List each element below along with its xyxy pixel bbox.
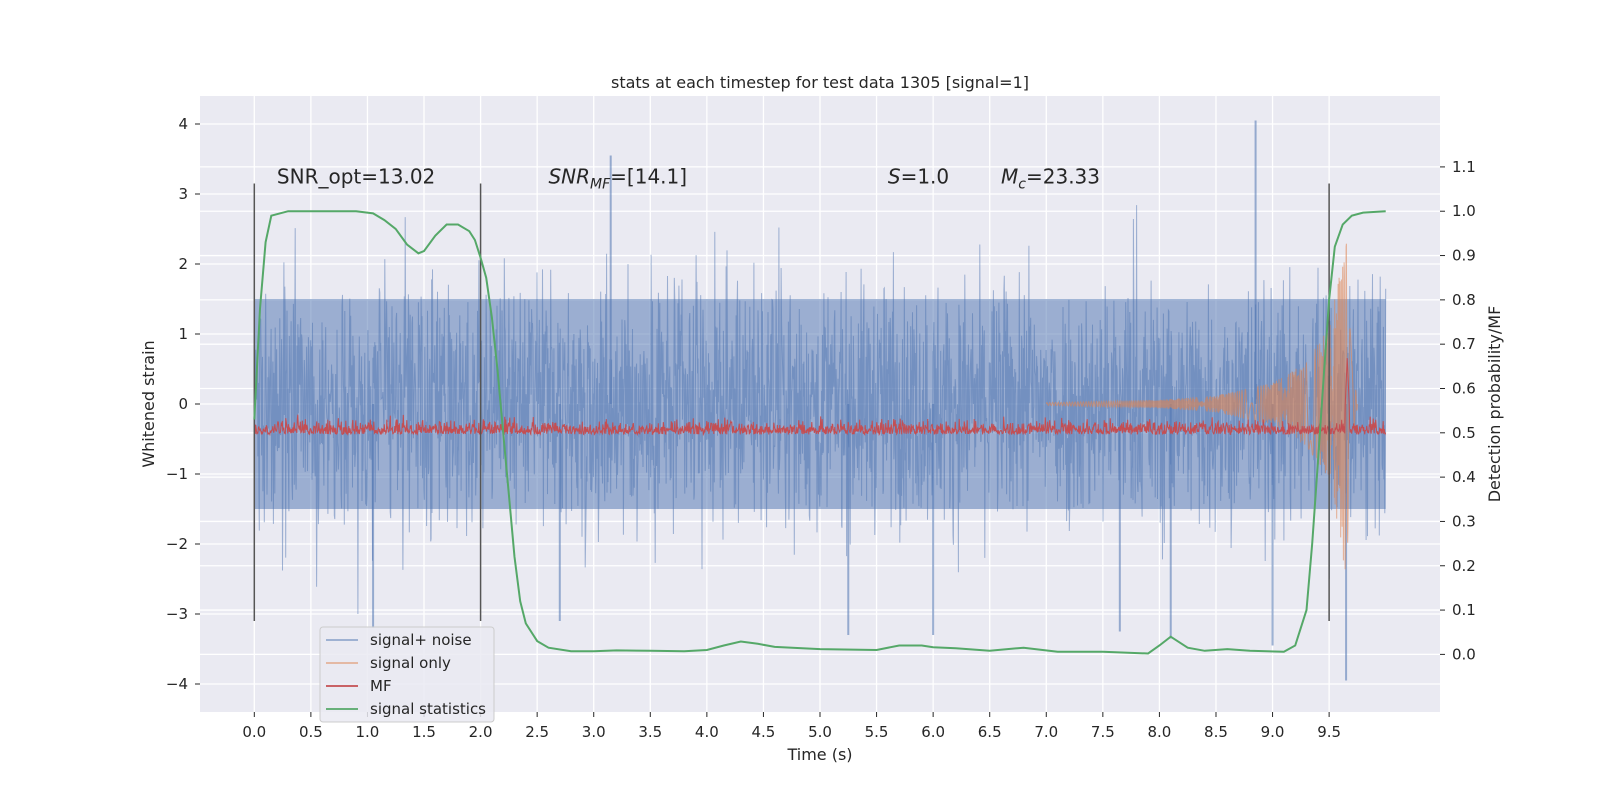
x-tick-label: 8.0	[1147, 723, 1171, 741]
x-tick-label: 7.0	[1034, 723, 1058, 741]
y-tick-label: 3	[178, 185, 188, 203]
annotation-value: =[14.1]	[610, 165, 687, 189]
y-axis-label: Whitened strain	[139, 340, 158, 467]
legend-box	[319, 626, 495, 723]
x-tick-label: 8.5	[1204, 723, 1228, 741]
annotation-3: Mc=23.33	[1001, 165, 1100, 193]
x-tick-label: 3.0	[582, 723, 606, 741]
y2-tick-label: 0.5	[1452, 424, 1476, 442]
y2-axis-label: Detection probability/MF	[1485, 306, 1504, 503]
y-tick-label: 1	[178, 325, 188, 343]
x-tick-label: 5.5	[865, 723, 889, 741]
y-tick-label: 4	[178, 115, 188, 133]
signal-statistics-line	[253, 210, 1386, 655]
annotation-1: SNRMF=[14.1]	[548, 165, 687, 193]
y-tick-label: −1	[166, 465, 188, 483]
y2-tick-label: 0.2	[1452, 557, 1476, 575]
x-tick-label: 0.0	[242, 723, 266, 741]
x-axis-label: Time (s)	[786, 745, 852, 764]
annotations: SNR_opt=13.02 SNRMF=[14.1] S=1.0 Mc=23.33	[277, 165, 1100, 193]
legend-label-signal-noise: signal+ noise	[370, 631, 472, 649]
x-tick-label: 3.5	[638, 723, 662, 741]
legend-label-signal-only: signal only	[370, 654, 451, 672]
x-tick-label: 6.5	[978, 723, 1002, 741]
legend-label-signal-statistics: signal statistics	[370, 700, 486, 718]
signal-only-line	[1045, 243, 1358, 570]
legend: signal+ noise signal only MF signal stat…	[319, 626, 495, 723]
y-tick-label: 2	[178, 255, 188, 273]
y-tick-label: −2	[166, 535, 188, 553]
x-tick-label: 1.5	[412, 723, 436, 741]
x-tick-label: 6.0	[921, 723, 945, 741]
y2-tick-label: 0.8	[1452, 291, 1476, 309]
annotation-0: SNR_opt=13.02	[277, 165, 435, 189]
plot-content	[253, 120, 1387, 681]
y-tick-label: −4	[166, 675, 188, 693]
x-tick-label: 4.5	[752, 723, 776, 741]
y-tick-label: −3	[166, 605, 188, 623]
x-tick-label: 1.0	[356, 723, 380, 741]
x-tick-label: 2.0	[469, 723, 493, 741]
annotation-subscript: c	[1018, 177, 1026, 193]
x-tick-label: 9.0	[1261, 723, 1285, 741]
annotation-main: S	[888, 165, 901, 189]
annotation-value: =1.0	[901, 165, 950, 189]
annotation-main: M	[1001, 165, 1018, 189]
y2-tick-label: 1.1	[1452, 158, 1476, 176]
annotation-main: SNR	[548, 165, 590, 189]
y2-tick-label: 0.7	[1452, 335, 1476, 353]
series-mf	[253, 358, 1387, 437]
y2-tick-label: 0.6	[1452, 379, 1476, 397]
y-tick-label: 0	[178, 395, 188, 413]
y2-tick-label: 1.0	[1452, 202, 1476, 220]
y2-tick-label: 0.3	[1452, 512, 1476, 530]
annotation-value: =23.33	[1026, 165, 1100, 189]
x-tick-label: 0.5	[299, 723, 323, 741]
legend-label-mf: MF	[370, 677, 392, 695]
x-tick-label: 7.5	[1091, 723, 1115, 741]
x-tick-label: 9.5	[1317, 723, 1341, 741]
y2-tick-label: 0.0	[1452, 645, 1476, 663]
y2-tick-label: 0.9	[1452, 247, 1476, 265]
annotation-2: S=1.0	[888, 165, 949, 189]
annotation-subscript: MF	[590, 177, 611, 193]
axes-text: 0.0 0.5 1.0 1.5 2.0 2.5 3.0 3.5 4.0 4.5 5.0 5.5 6.0 6…	[166, 115, 1476, 741]
chart-title: stats at each timestep for test data 130…	[611, 73, 1029, 92]
y2-tick-label: 0.1	[1452, 601, 1476, 619]
y2-tick-label: 0.4	[1452, 468, 1476, 486]
series-signal-only	[1045, 243, 1358, 570]
x-tick-label: 4.0	[695, 723, 719, 741]
x-tick-label: 2.5	[525, 723, 549, 741]
mf-line	[253, 358, 1387, 437]
x-tick-label: 5.0	[808, 723, 832, 741]
